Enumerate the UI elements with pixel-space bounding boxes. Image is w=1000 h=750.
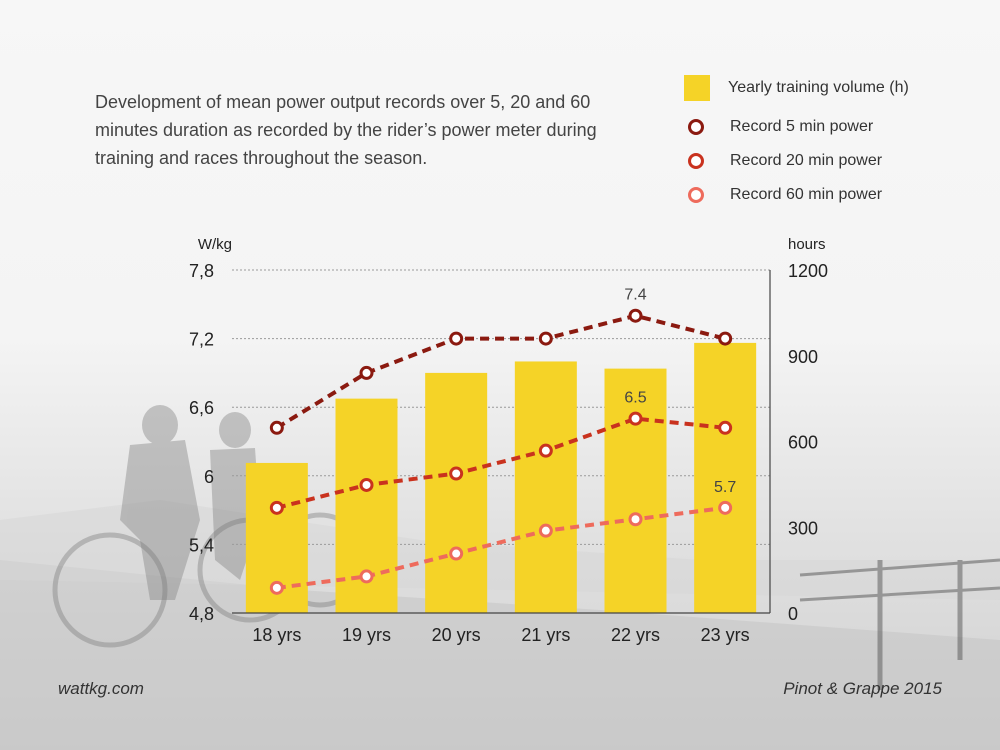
legend-item-20min: Record 20 min power bbox=[684, 147, 882, 175]
right-axis-tick-label: 300 bbox=[788, 518, 818, 538]
legend-swatch-bar bbox=[684, 75, 710, 101]
legend-label: Record 5 min power bbox=[730, 118, 874, 135]
legend-item-training-volume: Yearly training volume (h) bbox=[684, 74, 909, 102]
right-axis-unit: hours bbox=[788, 236, 826, 253]
bar bbox=[694, 342, 757, 613]
x-axis-tick-label: 23 yrs bbox=[701, 625, 750, 645]
data-point bbox=[359, 569, 374, 584]
right-axis-tick-label: 900 bbox=[788, 347, 818, 367]
legend-item-5min: Record 5 min power bbox=[684, 113, 873, 141]
legend-swatch-ring bbox=[688, 119, 704, 135]
footer-citation: Pinot & Grappe 2015 bbox=[783, 679, 942, 698]
right-axis-tick-label: 1200 bbox=[788, 261, 828, 281]
legend-label: Record 60 min power bbox=[730, 186, 883, 203]
legend-swatch-ring bbox=[688, 153, 704, 169]
data-point bbox=[628, 411, 643, 426]
legend-label: Record 20 min power bbox=[730, 152, 883, 169]
data-point bbox=[449, 466, 464, 481]
left-axis-tick-label: 6 bbox=[204, 467, 214, 487]
legend-label: Yearly training volume (h) bbox=[728, 79, 909, 96]
data-point bbox=[449, 331, 464, 346]
data-label: 6.5 bbox=[624, 390, 646, 407]
x-axis-tick-label: 20 yrs bbox=[432, 625, 481, 645]
x-axis-tick-label: 19 yrs bbox=[342, 625, 391, 645]
data-point bbox=[718, 500, 733, 515]
data-point bbox=[538, 523, 553, 538]
data-point bbox=[269, 420, 284, 435]
bar bbox=[604, 368, 667, 613]
x-axis-tick-label: 21 yrs bbox=[521, 625, 570, 645]
data-point bbox=[269, 580, 284, 595]
data-point bbox=[718, 331, 733, 346]
data-point bbox=[359, 477, 374, 492]
legend-item-60min: Record 60 min power bbox=[684, 181, 882, 209]
data-point bbox=[538, 331, 553, 346]
footer-source: wattkg.com bbox=[58, 679, 144, 698]
left-axis-tick-label: 7,8 bbox=[189, 261, 214, 281]
series-line bbox=[276, 505, 726, 590]
data-point bbox=[269, 500, 284, 515]
left-axis-tick-label: 6,6 bbox=[189, 398, 214, 418]
chart-description: Development of mean power output records… bbox=[95, 92, 597, 168]
bar bbox=[425, 372, 488, 613]
bar bbox=[514, 361, 577, 613]
left-axis-tick-label: 7,2 bbox=[189, 330, 214, 350]
x-axis-tick-label: 22 yrs bbox=[611, 625, 660, 645]
right-axis-tick-label: 600 bbox=[788, 433, 818, 453]
data-point bbox=[628, 512, 643, 527]
x-axis-tick-label: 18 yrs bbox=[252, 625, 301, 645]
left-axis-tick-label: 5,4 bbox=[189, 535, 214, 555]
series-line bbox=[275, 313, 726, 430]
data-point bbox=[538, 443, 553, 458]
data-point bbox=[449, 546, 464, 561]
legend-swatch-ring bbox=[688, 187, 704, 203]
left-axis-unit: W/kg bbox=[198, 236, 232, 253]
data-label: 5.7 bbox=[714, 479, 736, 496]
data-point bbox=[359, 365, 374, 380]
series-line bbox=[276, 416, 726, 510]
left-axis-tick-label: 4,8 bbox=[189, 604, 214, 624]
right-axis-tick-label: 0 bbox=[788, 604, 798, 624]
data-point bbox=[628, 308, 643, 323]
data-label: 7.4 bbox=[624, 287, 646, 304]
data-point bbox=[718, 420, 733, 435]
